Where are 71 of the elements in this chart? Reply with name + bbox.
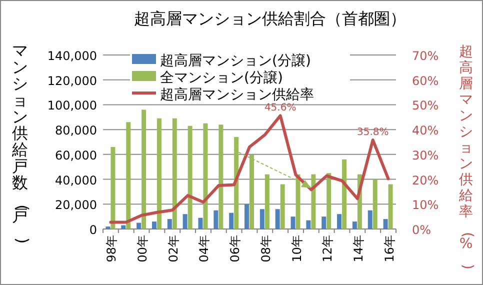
bar [156,118,162,229]
bar [275,209,280,229]
y-tick-label: 120,000 [47,74,97,88]
line-series [109,114,390,224]
bar [326,173,332,229]
bar [322,216,326,229]
bar [260,209,264,229]
x-tick-label: 00年 [136,235,150,262]
y-axis-title: マンション供給戸数(戸) [12,41,32,244]
x-tick-label: 16年 [382,235,396,262]
data-label: 45.6% [264,102,296,114]
bar [342,159,347,229]
bar [121,225,126,229]
bar [368,210,372,229]
bar [250,154,254,229]
y-tick-label: 20,000 [55,198,97,212]
y2-tick-label: 10% [412,198,439,212]
bar [311,174,316,229]
y2-axis-title: 超高層マンション供給率(%) [459,44,476,270]
y2-tick-label: 70% [412,49,439,63]
x-tick-label: 02年 [166,235,180,262]
bar [388,184,393,229]
bar [337,214,342,229]
y-tick-label: 140,000 [47,49,97,63]
y2-tick-label: 30% [412,148,439,162]
bar [214,210,218,229]
bar [152,222,156,229]
bar [280,184,285,229]
y-tick-label: 40,000 [55,173,97,188]
bar [244,204,249,229]
legend-label: 超高層マンション(分譲) [160,53,311,69]
bar [188,126,192,229]
x-tick-label: 04年 [197,235,212,262]
bar [198,218,203,229]
bar [383,219,388,229]
bar [352,222,357,229]
bar [218,124,224,229]
y2-tick-label: 50% [412,98,439,113]
x-tick-label: 14年 [351,235,366,262]
bar [372,179,378,229]
y2-tick-label: 20% [412,173,439,188]
bar [229,212,234,229]
y2-tick-label: 0% [412,223,432,237]
bar [306,220,311,229]
x-tick-label: 98年 [104,235,119,262]
bar [234,137,239,229]
y2-tick-label: 40% [412,124,439,138]
y-tick-label: 0 [89,223,97,237]
data-label: 35.8% [356,127,389,138]
bar [110,146,116,229]
legend-label: 全マンション(分譲) [160,70,283,86]
bar [290,216,296,229]
chart-title: 超高層マンション供給割合（首都圏） [134,9,406,28]
bar [172,118,177,229]
x-tick-label: 08年 [258,235,273,262]
bar [126,122,131,229]
x-tick-label: 06年 [228,235,242,262]
bar [264,174,270,229]
x-tick-label: 12年 [320,235,335,262]
bar [296,174,300,229]
bar [136,222,142,229]
y2-tick-label: 60% [412,74,439,88]
y-tick-label: 100,000 [47,98,97,113]
bar [203,123,208,229]
y-tick-label: 80,000 [55,124,97,138]
bar [142,110,146,229]
bar [167,219,172,229]
y-tick-label: 60,000 [55,148,97,162]
legend-label: 超高層マンション供給率 [160,87,314,103]
x-tick-label: 10年 [290,235,304,262]
bar [182,214,188,229]
